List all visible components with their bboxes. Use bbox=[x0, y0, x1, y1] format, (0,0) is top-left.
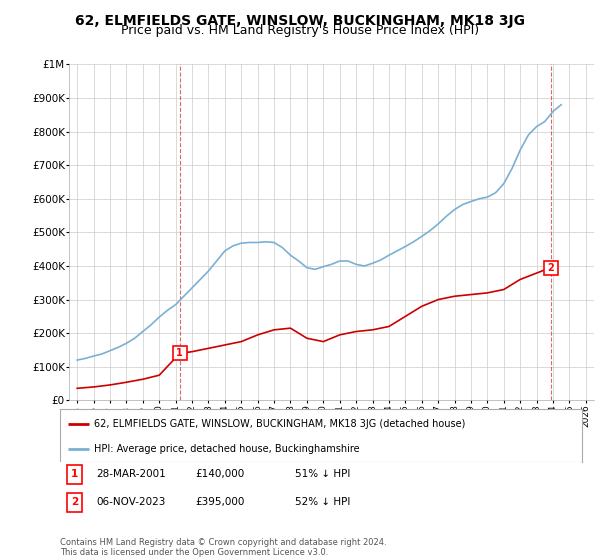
Text: 51% ↓ HPI: 51% ↓ HPI bbox=[295, 469, 350, 479]
Text: 1: 1 bbox=[176, 348, 183, 358]
FancyBboxPatch shape bbox=[67, 493, 82, 512]
Text: 2: 2 bbox=[71, 497, 78, 507]
FancyBboxPatch shape bbox=[67, 465, 82, 484]
Text: 62, ELMFIELDS GATE, WINSLOW, BUCKINGHAM, MK18 3JG: 62, ELMFIELDS GATE, WINSLOW, BUCKINGHAM,… bbox=[75, 14, 525, 28]
Text: 06-NOV-2023: 06-NOV-2023 bbox=[97, 497, 166, 507]
Text: HPI: Average price, detached house, Buckinghamshire: HPI: Average price, detached house, Buck… bbox=[94, 444, 359, 454]
Text: 52% ↓ HPI: 52% ↓ HPI bbox=[295, 497, 350, 507]
Text: 2: 2 bbox=[547, 263, 554, 273]
Text: £395,000: £395,000 bbox=[196, 497, 245, 507]
Text: £140,000: £140,000 bbox=[196, 469, 245, 479]
Text: Price paid vs. HM Land Registry's House Price Index (HPI): Price paid vs. HM Land Registry's House … bbox=[121, 24, 479, 37]
Text: 1: 1 bbox=[71, 469, 78, 479]
Text: 62, ELMFIELDS GATE, WINSLOW, BUCKINGHAM, MK18 3JG (detached house): 62, ELMFIELDS GATE, WINSLOW, BUCKINGHAM,… bbox=[94, 419, 466, 429]
Text: Contains HM Land Registry data © Crown copyright and database right 2024.
This d: Contains HM Land Registry data © Crown c… bbox=[60, 538, 386, 557]
Text: 28-MAR-2001: 28-MAR-2001 bbox=[97, 469, 166, 479]
